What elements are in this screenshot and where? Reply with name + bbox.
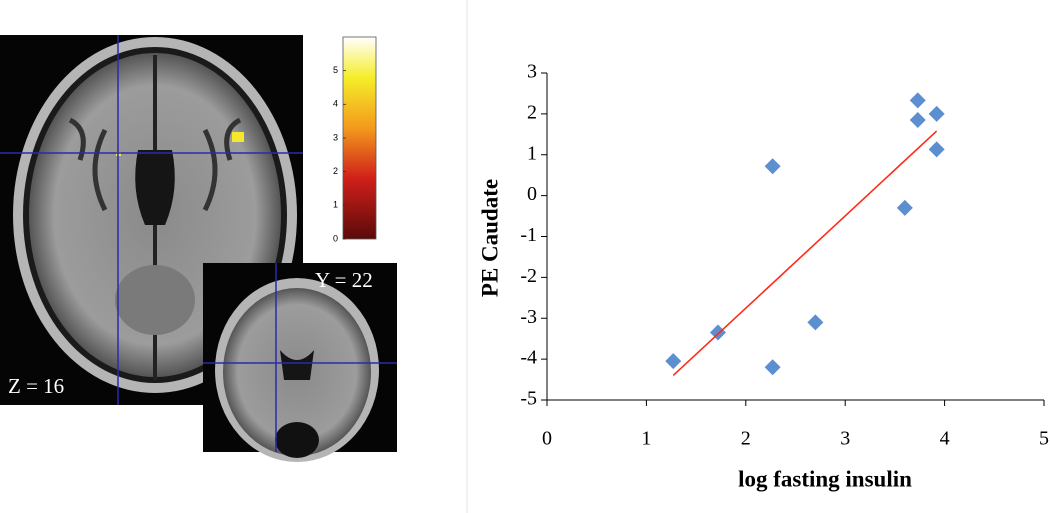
x-tick-label: 0 xyxy=(542,428,552,450)
colorbar-tick-label: 4 xyxy=(333,99,338,109)
x-tick-label: 4 xyxy=(940,428,950,450)
data-point xyxy=(928,105,945,122)
data-point xyxy=(896,199,913,216)
x-tick-label: 2 xyxy=(741,428,751,450)
colorbar xyxy=(342,36,377,240)
trend-line xyxy=(672,130,938,377)
y-tick-label: 0 xyxy=(527,183,537,205)
data-point xyxy=(764,158,781,175)
y-tick-label: -3 xyxy=(520,306,537,328)
colorbar-tick-label: 2 xyxy=(333,166,338,176)
y-tick-label: 1 xyxy=(527,142,537,164)
y-axis-title: PE Caudate xyxy=(477,179,502,297)
data-point xyxy=(928,141,945,158)
x-tick-label: 3 xyxy=(840,428,850,450)
x-axis-title: log fasting insulin xyxy=(738,466,912,491)
coronal-slice: Y = 22 xyxy=(203,263,397,462)
y-tick-label: -1 xyxy=(520,224,537,246)
y-tick-label: 2 xyxy=(527,101,537,123)
slice-label: Y = 22 xyxy=(315,268,373,292)
colorbar-tick-label: 5 xyxy=(333,65,338,75)
x-tick-label: 5 xyxy=(1039,428,1049,450)
data-point xyxy=(909,112,926,129)
y-tick-label: -4 xyxy=(520,347,537,369)
y-tick-label: -5 xyxy=(520,388,537,410)
colorbar-tick-label: 0 xyxy=(333,233,338,243)
data-point xyxy=(807,314,824,331)
colorbar-tick-label: 1 xyxy=(333,200,338,210)
y-tick-label: 3 xyxy=(527,61,537,83)
data-point xyxy=(909,92,926,109)
x-tick-label: 1 xyxy=(641,428,651,450)
slice-label: Z = 16 xyxy=(8,374,64,398)
data-point xyxy=(665,353,682,370)
data-point xyxy=(764,359,781,376)
data-point xyxy=(709,324,726,341)
y-tick-label: -2 xyxy=(520,265,537,287)
colorbar-tick-label: 3 xyxy=(333,132,338,142)
